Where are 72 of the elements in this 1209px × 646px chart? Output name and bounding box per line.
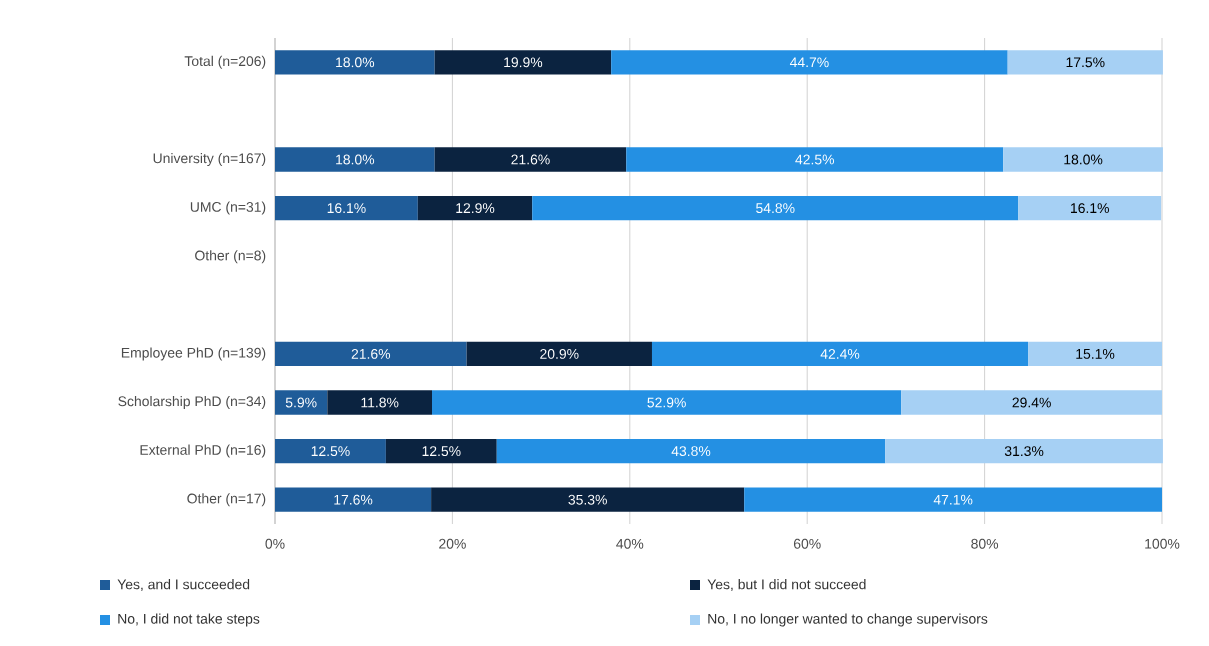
data-label: 5.9% — [285, 397, 317, 408]
legend-label: Yes, and I succeeded — [117, 579, 250, 591]
data-label: 11.8% — [361, 397, 399, 408]
y-tick-label: Employee PhD (n=139) — [121, 347, 266, 361]
data-label: 47.1% — [933, 494, 973, 505]
data-label: 19.9% — [504, 57, 543, 68]
bar — [626, 147, 1004, 172]
y-tick-label: Scholarship PhD (n=34) — [118, 396, 266, 410]
bar — [434, 50, 612, 75]
data-label: 18.0% — [336, 154, 375, 165]
x-tick-label: 60% — [793, 538, 821, 549]
data-label: 16.1% — [327, 203, 366, 214]
y-tick-label: Total (n=206) — [184, 55, 266, 69]
bar — [744, 487, 1163, 512]
y-tick-label: Other (n=17) — [187, 493, 266, 507]
x-tick-label: 20% — [439, 538, 466, 549]
bar — [431, 487, 745, 512]
x-tick-label: 100% — [1145, 538, 1180, 549]
data-label: 17.6% — [334, 494, 373, 505]
data-label: 12.5% — [311, 446, 350, 457]
data-label: 16.1% — [1071, 203, 1109, 214]
data-label: 17.5% — [1066, 57, 1105, 68]
legend-label: No, I no longer wanted to change supervisors — [708, 613, 988, 627]
legend-label: Yes, but I did not succeed — [707, 579, 866, 591]
bar — [1003, 147, 1163, 172]
data-label: 29.4% — [1012, 397, 1051, 408]
bar — [417, 195, 533, 221]
bar — [901, 390, 1163, 415]
x-tick-label: 0% — [265, 538, 285, 549]
x-tick-label: 80% — [971, 538, 999, 549]
data-label: 44.7% — [789, 57, 829, 68]
data-label: 12.9% — [456, 203, 495, 214]
y-tick-label: University (n=167) — [153, 153, 266, 167]
bar — [466, 341, 652, 367]
bar — [275, 438, 386, 464]
bar — [885, 438, 1163, 464]
bar — [275, 195, 418, 221]
data-label: 20.9% — [540, 348, 579, 359]
bar — [532, 195, 1019, 221]
data-label: 42.5% — [795, 154, 835, 165]
bar — [1018, 195, 1162, 221]
data-label: 42.4% — [820, 348, 860, 359]
bar — [434, 147, 627, 172]
data-label: 54.8% — [756, 203, 795, 214]
x-tick-label: 40% — [616, 538, 644, 549]
bar — [385, 438, 497, 464]
bar — [432, 390, 902, 415]
data-label: 35.3% — [568, 494, 607, 505]
bar — [651, 341, 1029, 367]
data-label: 18.0% — [336, 57, 375, 68]
bar — [275, 341, 467, 367]
bar — [275, 50, 435, 75]
data-label: 52.9% — [647, 397, 686, 408]
data-label: 12.5% — [422, 446, 461, 457]
bar — [1028, 341, 1163, 367]
data-label: 43.8% — [671, 446, 711, 457]
legend-label: No, I did not take steps — [118, 613, 260, 627]
data-label: 31.3% — [1004, 446, 1044, 457]
data-label: 15.1% — [1076, 348, 1115, 359]
bar — [1007, 50, 1163, 75]
bar — [496, 438, 886, 464]
bar — [275, 487, 432, 512]
y-tick-label: External PhD (n=16) — [140, 444, 266, 458]
y-tick-label: Other (n=8) — [195, 250, 266, 264]
bar — [275, 390, 328, 415]
y-tick-label: UMC (n=31) — [190, 201, 266, 215]
bar — [327, 390, 432, 415]
data-label: 21.6% — [511, 154, 550, 165]
data-label: 21.6% — [351, 348, 391, 359]
data-label: 18.0% — [1064, 154, 1103, 165]
bar — [275, 147, 435, 172]
bar — [611, 50, 1008, 75]
